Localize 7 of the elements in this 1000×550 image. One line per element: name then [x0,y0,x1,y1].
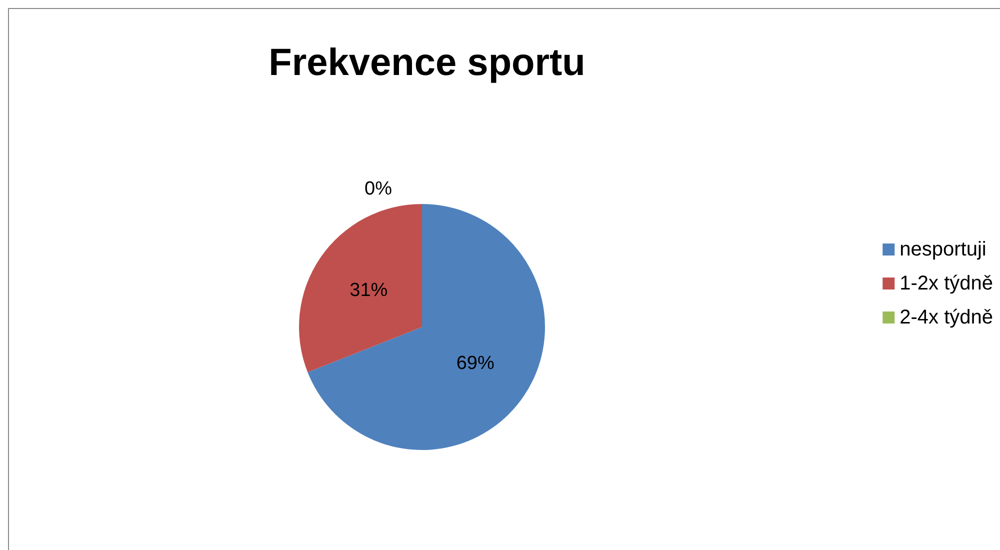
legend-label: nesportuji [900,238,986,260]
data-label: 69% [456,352,494,374]
chart-title: Frekvence sportu [268,42,586,84]
text: 0% [364,178,392,200]
legend-label: 2-4x týdně [900,306,993,328]
data-label: 31% [350,280,388,302]
legend-label: 1-2x týdně [900,272,993,294]
